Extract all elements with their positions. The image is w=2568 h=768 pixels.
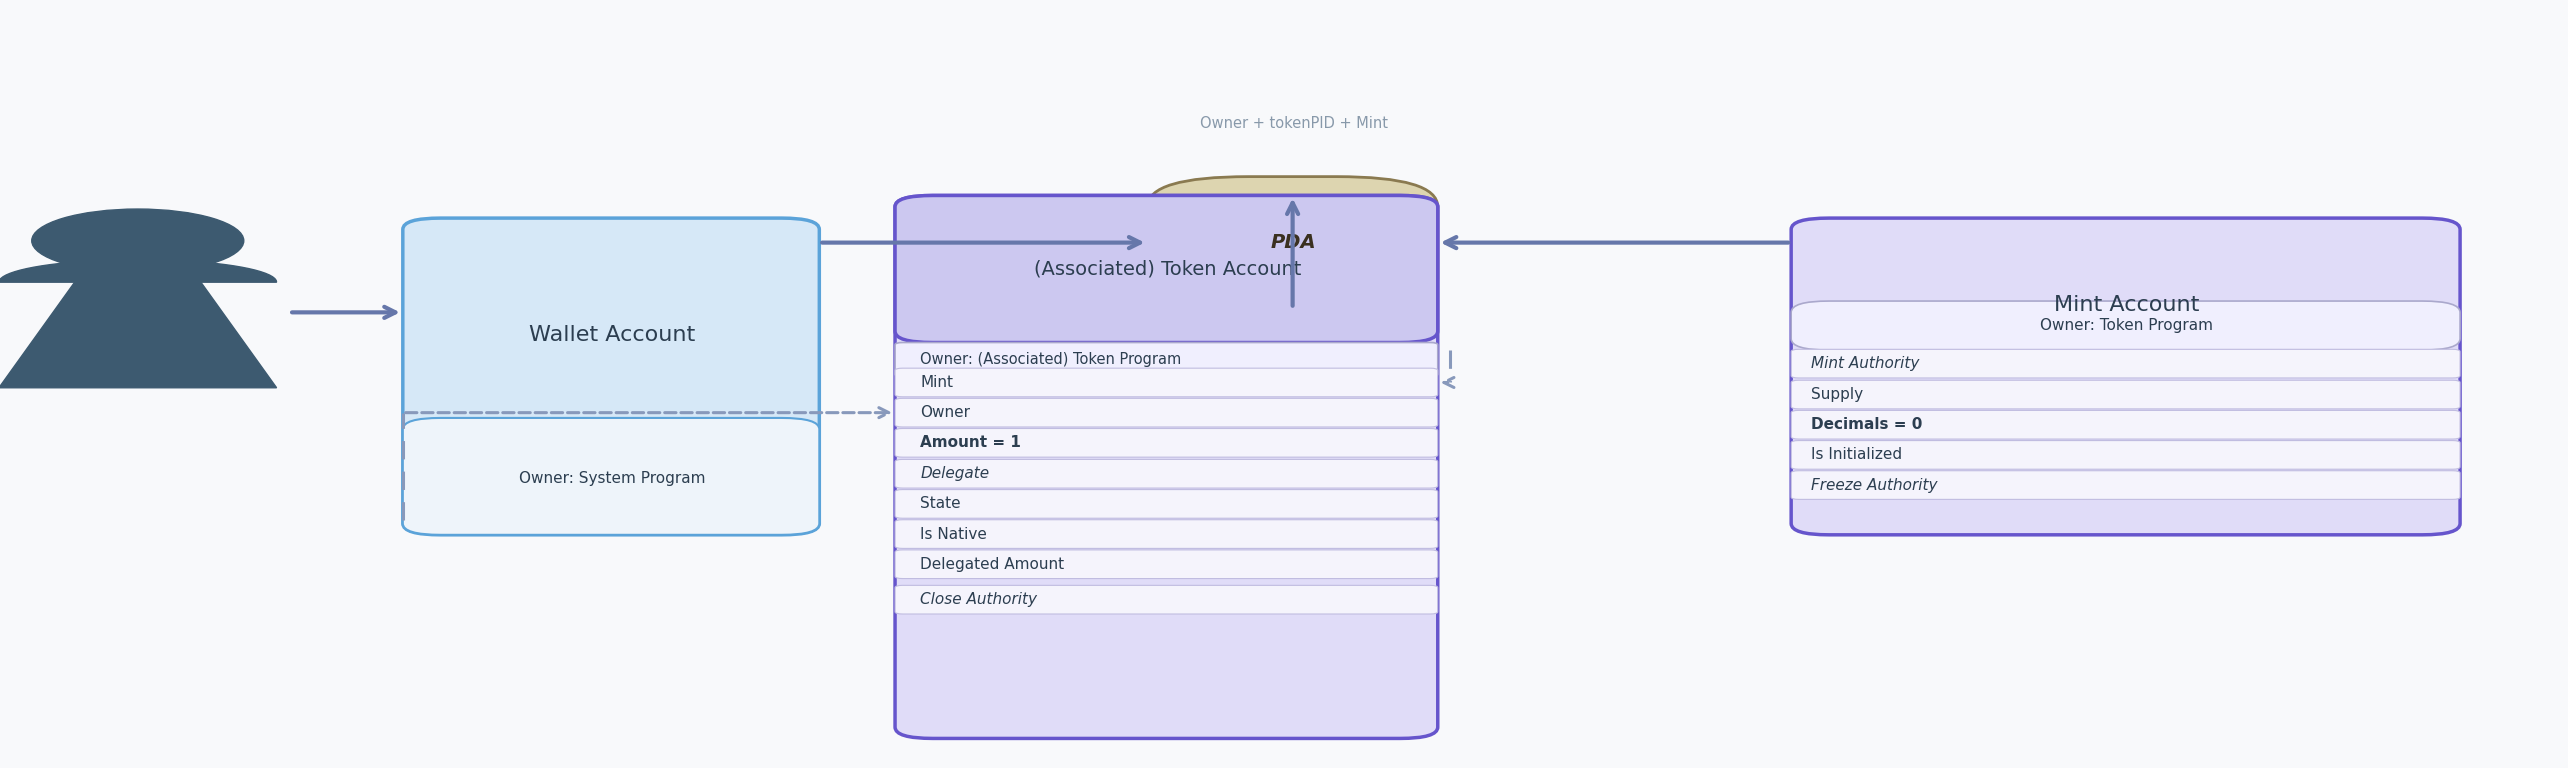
Polygon shape [0, 282, 277, 388]
FancyBboxPatch shape [1790, 441, 2460, 469]
FancyBboxPatch shape [896, 585, 1438, 614]
Text: Wallet Account: Wallet Account [529, 325, 696, 345]
FancyBboxPatch shape [1790, 349, 2460, 378]
Text: Amount = 1: Amount = 1 [919, 435, 1022, 450]
Text: (Associated) Token Account: (Associated) Token Account [1035, 259, 1302, 278]
FancyBboxPatch shape [896, 550, 1438, 578]
FancyBboxPatch shape [896, 343, 1438, 376]
Text: Close Authority: Close Authority [919, 592, 1037, 607]
Text: Delegate: Delegate [919, 466, 989, 482]
Text: Freeze Authority: Freeze Authority [1810, 478, 1939, 492]
FancyBboxPatch shape [403, 418, 819, 535]
FancyBboxPatch shape [896, 196, 1438, 343]
Text: Owner: System Program: Owner: System Program [519, 471, 706, 486]
Text: State: State [919, 496, 960, 511]
Circle shape [31, 209, 244, 273]
FancyBboxPatch shape [896, 399, 1438, 427]
Text: Is Initialized: Is Initialized [1810, 448, 1903, 462]
FancyBboxPatch shape [1790, 218, 2460, 535]
FancyBboxPatch shape [896, 368, 1438, 397]
Text: Mint Authority: Mint Authority [1810, 356, 1921, 371]
FancyBboxPatch shape [1790, 410, 2460, 439]
Text: Delegated Amount: Delegated Amount [919, 557, 1063, 571]
FancyBboxPatch shape [896, 429, 1438, 457]
Text: Owner: Token Program: Owner: Token Program [2042, 318, 2214, 333]
Text: Is Native: Is Native [919, 527, 986, 541]
FancyBboxPatch shape [896, 489, 1438, 518]
FancyBboxPatch shape [1790, 380, 2460, 409]
FancyBboxPatch shape [896, 459, 1438, 488]
FancyBboxPatch shape [896, 520, 1438, 548]
Text: Owner + tokenPID + Mint: Owner + tokenPID + Mint [1199, 116, 1387, 131]
FancyBboxPatch shape [1790, 471, 2460, 499]
Text: Owner: Owner [919, 406, 971, 420]
Text: Mint: Mint [919, 375, 953, 390]
FancyBboxPatch shape [403, 218, 819, 535]
Text: Decimals = 0: Decimals = 0 [1810, 417, 1923, 432]
FancyBboxPatch shape [896, 196, 1438, 739]
Text: Supply: Supply [1810, 387, 1864, 402]
FancyBboxPatch shape [1148, 177, 1438, 309]
Text: PDA: PDA [1271, 233, 1317, 252]
Text: Mint Account: Mint Account [2054, 295, 2201, 315]
Polygon shape [0, 260, 277, 282]
Text: Owner: (Associated) Token Program: Owner: (Associated) Token Program [919, 352, 1181, 366]
FancyBboxPatch shape [1790, 301, 2460, 350]
